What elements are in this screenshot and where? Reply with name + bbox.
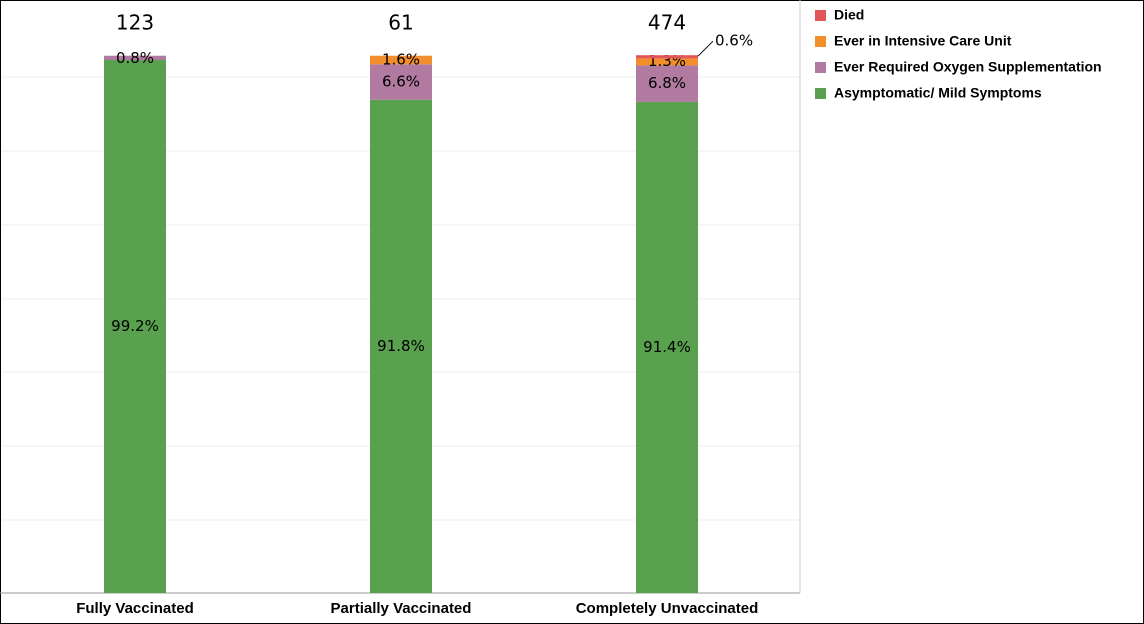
value-label: 0.8% <box>116 49 154 67</box>
bar-segment <box>370 64 432 100</box>
total-label: 123 <box>116 11 154 35</box>
leader-line <box>697 40 714 57</box>
total-label: 474 <box>648 11 686 35</box>
value-label: 1.3% <box>648 52 686 70</box>
legend-label: Asymptomatic/ Mild Symptoms <box>834 85 1042 101</box>
legend-swatch <box>815 10 826 21</box>
value-label: 6.6% <box>382 73 420 91</box>
value-label: 1.6% <box>382 51 420 69</box>
value-label: 91.4% <box>643 338 691 356</box>
legend-label: Died <box>834 7 864 23</box>
value-label: 91.8% <box>377 337 425 355</box>
legend-label: Ever in Intensive Care Unit <box>834 33 1012 49</box>
legend-swatch <box>815 88 826 99</box>
value-label: 6.8% <box>648 74 686 92</box>
value-label: 0.6% <box>715 32 753 50</box>
bar-segment <box>636 65 698 102</box>
bar-segment <box>636 101 698 593</box>
bar-segment <box>370 55 432 65</box>
x-tick-label: Completely Unvaccinated <box>576 600 759 617</box>
value-label: 99.2% <box>111 317 159 335</box>
x-tick-label: Fully Vaccinated <box>76 600 194 617</box>
bar-segment <box>104 60 166 594</box>
legend-swatch <box>815 62 826 73</box>
bar-segment <box>104 55 166 61</box>
legend-label: Ever Required Oxygen Supplementation <box>834 59 1102 75</box>
x-tick-label: Partially Vaccinated <box>331 600 472 617</box>
bar-segment <box>636 58 698 66</box>
legend-swatch <box>815 36 826 47</box>
bar-segment <box>636 55 698 59</box>
bar-segment <box>370 99 432 594</box>
total-label: 61 <box>388 11 413 35</box>
